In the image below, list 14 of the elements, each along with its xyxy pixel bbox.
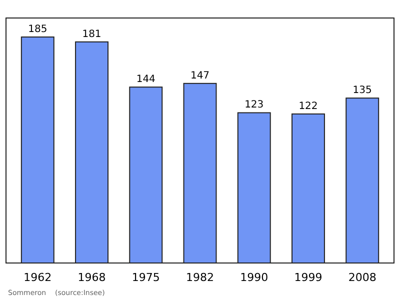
data-label: 147 [190, 70, 210, 82]
x-tick-label: 1990 [240, 271, 268, 284]
x-tick-label: 1975 [132, 271, 160, 284]
data-label: 135 [352, 85, 372, 96]
x-tick-label: 1962 [24, 271, 52, 284]
data-label: 122 [298, 100, 318, 112]
data-label: 181 [82, 28, 102, 40]
x-tick-label: 1999 [294, 271, 322, 284]
data-label: 123 [244, 100, 264, 111]
data-label: 185 [28, 24, 48, 35]
x-tick-label: 1968 [78, 271, 106, 284]
x-tick-label: 1982 [186, 271, 214, 284]
x-tick-label: 2008 [348, 271, 376, 284]
data-label: 144 [136, 74, 156, 86]
